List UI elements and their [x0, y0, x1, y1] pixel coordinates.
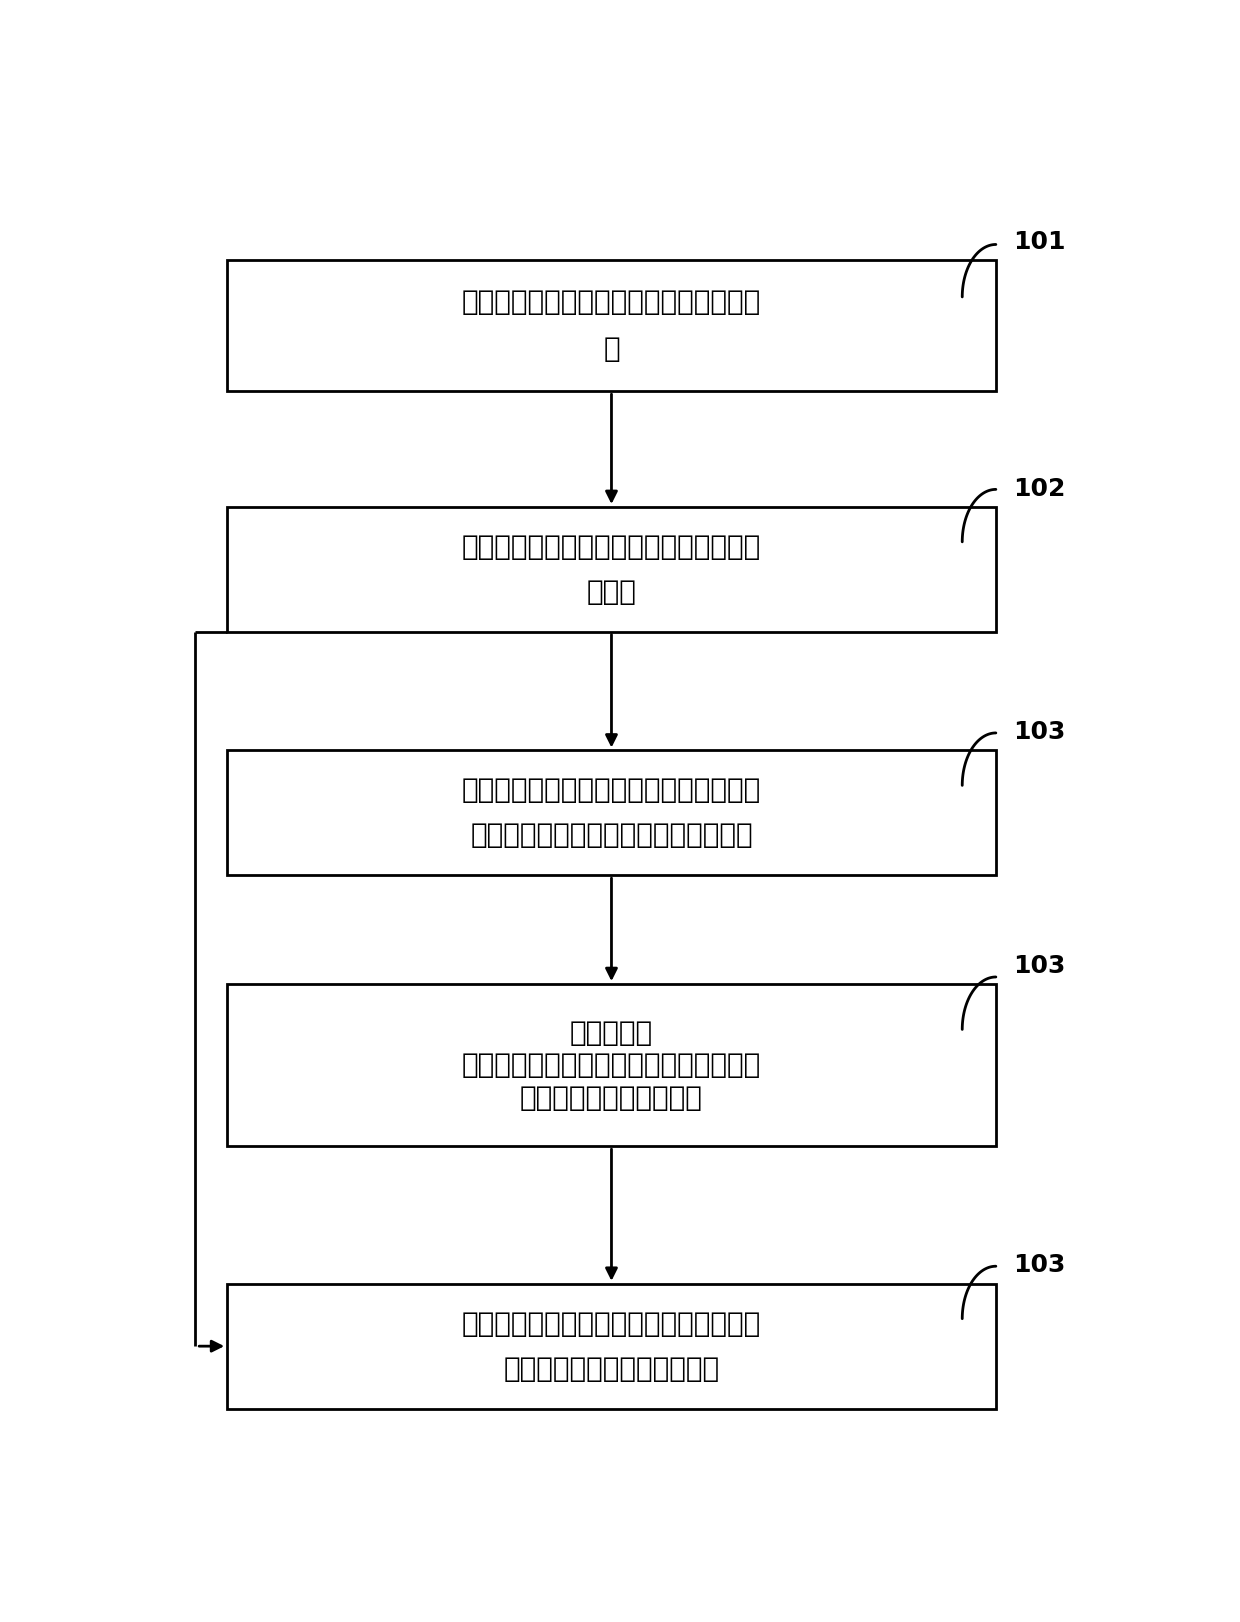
- Text: 101: 101: [1013, 230, 1065, 255]
- Bar: [227, 508, 996, 633]
- Text: 接收端基于所述无线信号进行正常工作: 接收端基于所述无线信号进行正常工作: [470, 821, 753, 850]
- Text: 当无线信号符合预设的正常工作条件时，: 当无线信号符合预设的正常工作条件时，: [461, 777, 761, 805]
- Text: 103: 103: [1013, 954, 1065, 978]
- Text: 当无线信号符合预设的学码条件时，接收: 当无线信号符合预设的学码条件时，接收: [461, 1309, 761, 1338]
- Text: 端基于所述无线信号进行学码: 端基于所述无线信号进行学码: [503, 1354, 719, 1382]
- Text: 当无线信号: 当无线信号: [570, 1019, 653, 1046]
- Text: 所述接收端比较所述无线信号与预设的多: 所述接收端比较所述无线信号与预设的多: [461, 534, 761, 561]
- Bar: [227, 1283, 996, 1408]
- Text: 103: 103: [1013, 720, 1065, 744]
- Text: 号: 号: [603, 336, 620, 363]
- Text: 无线信号进行消除码操作: 无线信号进行消除码操作: [520, 1083, 703, 1111]
- Text: 符合预设的消除条件时，接收端基于所述: 符合预设的消除条件时，接收端基于所述: [461, 1051, 761, 1079]
- Bar: [227, 260, 996, 391]
- Text: 个条件: 个条件: [587, 577, 636, 605]
- Text: 103: 103: [1013, 1254, 1065, 1278]
- Text: 102: 102: [1013, 477, 1065, 501]
- Text: 所述接收端接收来自所述发射端的无线信: 所述接收端接收来自所述发射端的无线信: [461, 289, 761, 316]
- Bar: [227, 985, 996, 1147]
- Bar: [227, 751, 996, 876]
